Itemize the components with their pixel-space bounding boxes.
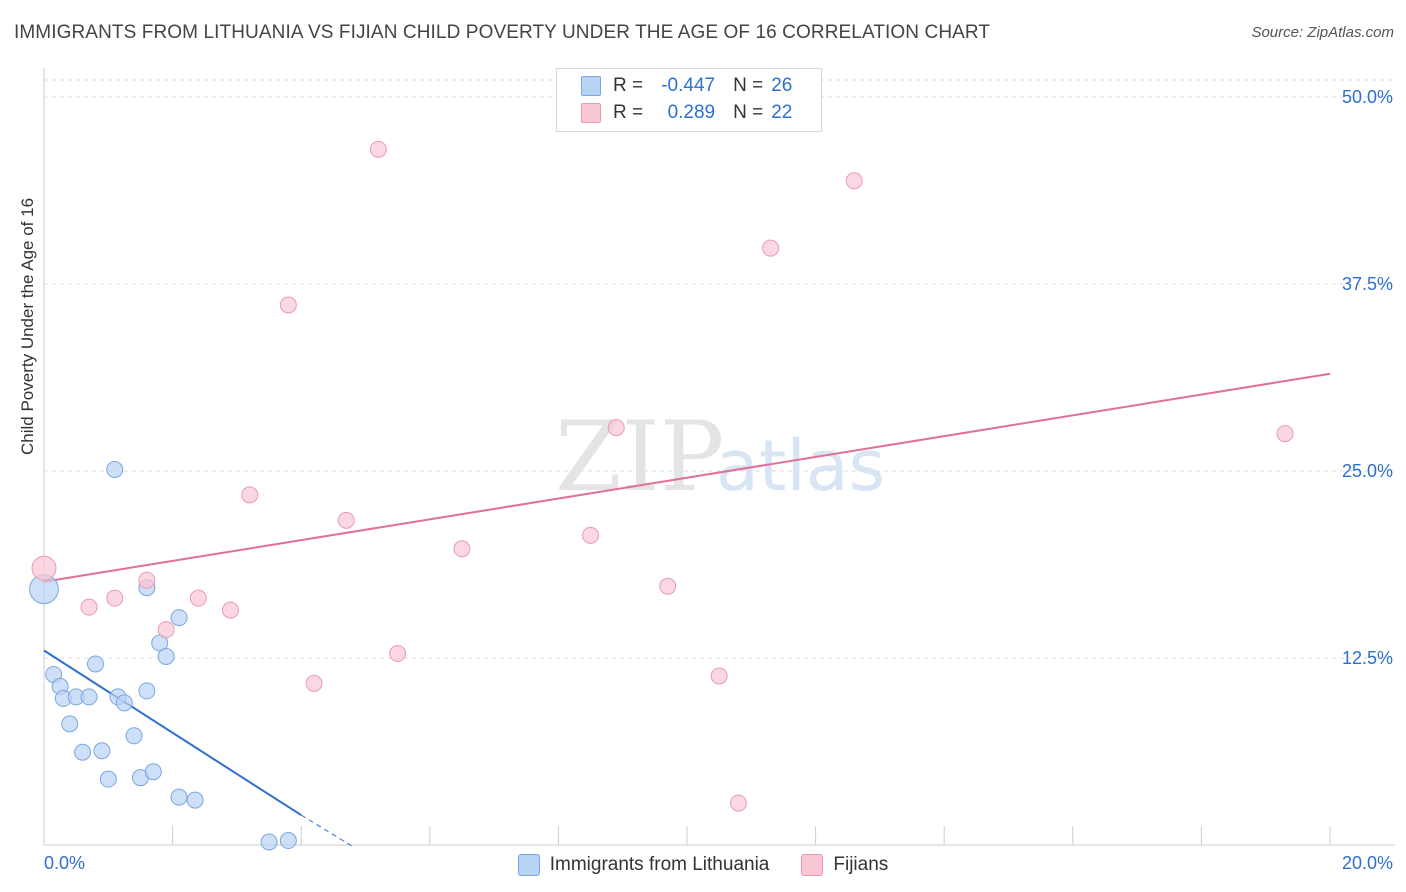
legend-swatch-fijians	[801, 854, 824, 876]
legend-item-lithuania[interactable]: Immigrants from Lithuania	[517, 854, 770, 876]
data-point-series-0	[106, 461, 124, 479]
legend-r-value: 0.289	[667, 102, 716, 123]
legend-item-fijians[interactable]: Fijians	[801, 854, 888, 876]
x-tick-label: 20.0%	[1342, 853, 1393, 873]
data-point-series-1	[659, 577, 677, 595]
legend-label-lithuania: Immigrants from Lithuania	[549, 854, 770, 875]
tick-labels: 12.5% 25.0% 37.5% 50.0% 0.0% 20.0%	[44, 87, 1393, 873]
y-axis-label: Child Poverty Under the Age of 16	[18, 197, 37, 455]
legend-n-value: 26	[771, 75, 793, 96]
legend-r-label: R =	[613, 102, 644, 123]
legend-swatch-lithuania	[517, 854, 540, 876]
data-point-series-1	[607, 419, 625, 437]
data-point-series-0	[144, 763, 162, 781]
legend-row-lithuania: R = -0.447 N = 26	[581, 74, 792, 98]
data-point-series-1	[845, 172, 863, 190]
data-point-series-0	[157, 648, 175, 666]
data-point-series-0	[86, 655, 104, 673]
legend-r-value: -0.447	[661, 75, 716, 96]
trend-line-dashed-0	[300, 814, 353, 847]
data-point-series-0	[99, 770, 117, 788]
watermark-zip: ZIP	[555, 401, 724, 513]
data-point-series-1	[369, 140, 387, 158]
data-point-series-1	[710, 667, 728, 685]
y-tick-label: 12.5%	[1342, 648, 1393, 668]
data-point-series-0	[170, 788, 188, 806]
legend-swatch-lithuania	[581, 76, 601, 96]
series-legend: Immigrants from Lithuania Fijians	[0, 852, 1406, 878]
data-point-series-1	[389, 645, 407, 663]
data-point-series-0	[138, 682, 156, 700]
data-point-series-0	[170, 609, 188, 627]
watermark-atlas: atlas	[716, 425, 885, 507]
data-point-series-1	[157, 621, 175, 639]
data-point-series-1	[241, 486, 259, 504]
legend-swatch-fijians	[581, 103, 601, 123]
data-point-series-1	[138, 571, 156, 589]
source-label: Source: ZipAtlas.com	[1251, 24, 1394, 41]
legend-label-fijians: Fijians	[833, 854, 889, 875]
data-point-series-1	[1276, 425, 1294, 443]
data-point-series-0	[279, 832, 297, 850]
correlation-legend: R = -0.447 N = 26 R = 0.289 N = 22	[556, 68, 822, 132]
chart-title: IMMIGRANTS FROM LITHUANIA VS FIJIAN CHIL…	[14, 22, 991, 43]
data-point-series-1	[762, 239, 780, 257]
data-point-series-0	[80, 688, 98, 706]
trend-line-1	[43, 372, 1331, 583]
data-point-series-1	[453, 540, 471, 558]
data-point-series-1	[189, 589, 207, 607]
y-tick-label: 25.0%	[1342, 461, 1393, 481]
grid-lines	[44, 79, 1395, 659]
data-point-series-1	[337, 511, 355, 529]
data-points	[29, 140, 1294, 851]
y-tick-label: 37.5%	[1342, 274, 1393, 294]
data-point-series-1	[279, 296, 297, 314]
legend-n-value: 22	[771, 102, 793, 123]
data-point-series-0	[115, 694, 133, 712]
data-point-series-1	[221, 601, 239, 619]
data-point-series-0	[260, 833, 278, 851]
data-point-series-0	[125, 727, 143, 745]
data-point-series-1	[729, 794, 747, 812]
data-point-series-0	[74, 743, 92, 761]
y-tick-label: 50.0%	[1342, 87, 1393, 107]
data-point-series-0	[93, 742, 111, 760]
data-point-series-0	[61, 715, 79, 733]
data-point-series-1	[106, 589, 124, 607]
data-point-series-1	[80, 598, 98, 616]
data-point-series-1	[305, 674, 323, 692]
trend-lines	[43, 372, 1331, 847]
legend-n-label: N =	[733, 75, 764, 96]
legend-row-fijians: R = 0.289 N = 22	[581, 101, 792, 125]
data-point-series-0	[186, 791, 204, 809]
data-point-series-1	[582, 526, 600, 544]
data-point-series-1	[31, 555, 57, 581]
x-tick-label: 0.0%	[44, 853, 85, 873]
legend-r-label: R =	[613, 75, 644, 96]
trend-line-0	[43, 649, 302, 816]
legend-n-label: N =	[733, 102, 764, 123]
